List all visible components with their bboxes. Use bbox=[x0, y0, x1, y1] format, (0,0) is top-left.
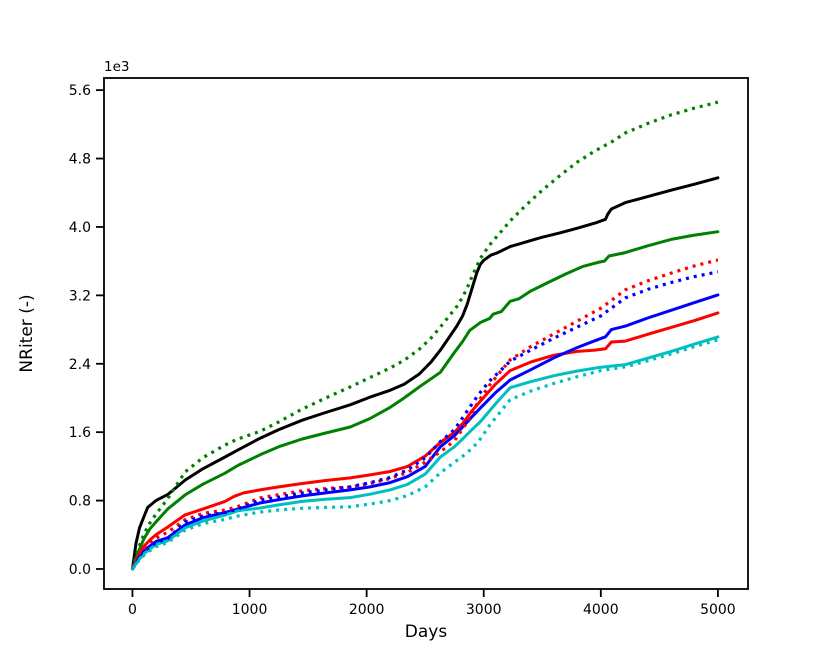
series-cyan-solid bbox=[131, 335, 720, 571]
plot-axes: 0 1000 2000 3000 4000 5000 0.0 0.8 1.6 2.4 3.2 4.0 4… bbox=[69, 77, 749, 618]
x-tick-label: 5000 bbox=[700, 602, 736, 618]
x-tick-label: 1000 bbox=[232, 602, 268, 618]
series-blue-dotted bbox=[131, 270, 719, 570]
y-tick-label: 5.6 bbox=[69, 83, 91, 99]
x-tick-label: 3000 bbox=[466, 602, 502, 618]
y-offset-label: 1e3 bbox=[104, 59, 129, 75]
series-red-solid bbox=[131, 311, 720, 571]
x-tick-label: 0 bbox=[128, 602, 137, 618]
y-tick-label: 4.8 bbox=[69, 152, 91, 168]
series-green-solid bbox=[131, 230, 720, 571]
y-tick-label: 0.8 bbox=[69, 494, 91, 510]
x-tick-label: 2000 bbox=[349, 602, 385, 618]
y-tick-label: 1.6 bbox=[69, 425, 91, 441]
series-black-solid bbox=[131, 176, 720, 571]
x-tick-label: 4000 bbox=[583, 602, 619, 618]
y-tick-label: 3.2 bbox=[69, 288, 91, 304]
series-cyan-dotted bbox=[131, 338, 719, 570]
plot-border bbox=[103, 77, 749, 590]
x-axis-label: Days bbox=[405, 622, 448, 642]
y-axis-label: NRiter (-) bbox=[17, 294, 37, 372]
plot-series bbox=[130, 100, 720, 571]
y-tick-label: 4.0 bbox=[69, 220, 91, 236]
y-tick-label: 0.0 bbox=[69, 562, 91, 578]
series-blue-solid bbox=[131, 293, 720, 571]
y-tick-label: 2.4 bbox=[69, 357, 91, 373]
series-red-dotted bbox=[131, 258, 719, 570]
series-green-dotted bbox=[130, 100, 719, 570]
